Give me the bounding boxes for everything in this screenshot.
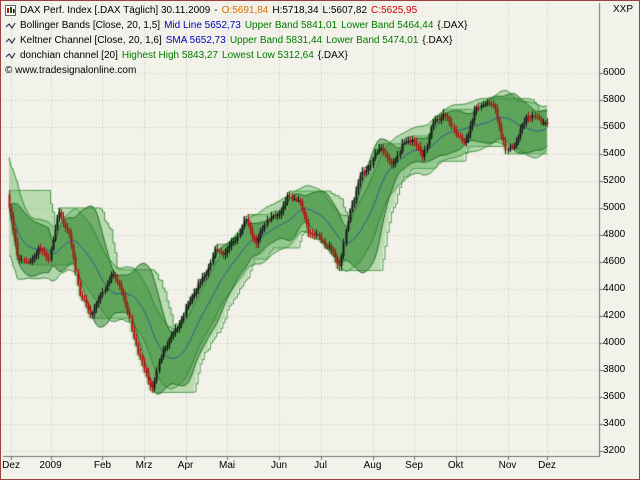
keltner-name: Keltner Channel [Close, 20, 1,6] <box>20 35 162 46</box>
keltner-legend-line[interactable]: Keltner Channel [Close, 20, 1,6] SMA 565… <box>5 33 467 48</box>
instrument-line[interactable]: DAX Perf. Index [.DAX Täglich] 30.11.200… <box>5 3 467 18</box>
low-value: L:5607,82 <box>322 5 368 16</box>
close-value: C:5625,95 <box>371 5 418 16</box>
bollinger-upper-value: Upper Band 5841,01 <box>244 20 338 31</box>
chart-header: DAX Perf. Index [.DAX Täglich] 30.11.200… <box>5 3 467 78</box>
donchian-legend-line[interactable]: donchian channel [20] Highest High 5843,… <box>5 48 467 63</box>
keltner-sma-value: SMA 5652,73 <box>165 35 226 46</box>
copyright-line: © www.tradesignalonline.com <box>5 63 467 78</box>
keltner-symbol-suffix: {.DAX} <box>422 35 453 46</box>
bollinger-name: Bollinger Bands [Close, 20, 1,5] <box>20 20 161 31</box>
keltner-lower-value: Lower Band 5474,01 <box>326 35 419 46</box>
bollinger-mid-value: Mid Line 5652,73 <box>164 20 241 31</box>
bollinger-legend-line[interactable]: Bollinger Bands [Close, 20, 1,5] Mid Lin… <box>5 18 467 33</box>
donchian-symbol-suffix: {.DAX} <box>317 50 348 61</box>
instrument-icon <box>5 5 16 16</box>
high-value: H:5718,34 <box>272 5 319 16</box>
xxp-label: XXP <box>612 4 633 15</box>
keltner-upper-value: Upper Band 5831,44 <box>229 35 323 46</box>
indicator-icon <box>5 50 16 61</box>
instrument-title: DAX Perf. Index [.DAX Täglich] 30.11.200… <box>20 5 211 16</box>
indicator-icon <box>5 20 16 31</box>
bollinger-symbol-suffix: {.DAX} <box>437 20 468 31</box>
copyright-text: © www.tradesignalonline.com <box>5 65 137 76</box>
title-separator: - <box>214 5 218 16</box>
donchian-high-value: Highest High 5843,27 <box>121 50 219 61</box>
bollinger-lower-value: Lower Band 5464,44 <box>341 20 434 31</box>
open-value: O:5691,84 <box>221 5 269 16</box>
indicator-icon <box>5 35 16 46</box>
donchian-name: donchian channel [20] <box>20 50 118 61</box>
donchian-low-value: Lowest Low 5312,64 <box>222 50 314 61</box>
